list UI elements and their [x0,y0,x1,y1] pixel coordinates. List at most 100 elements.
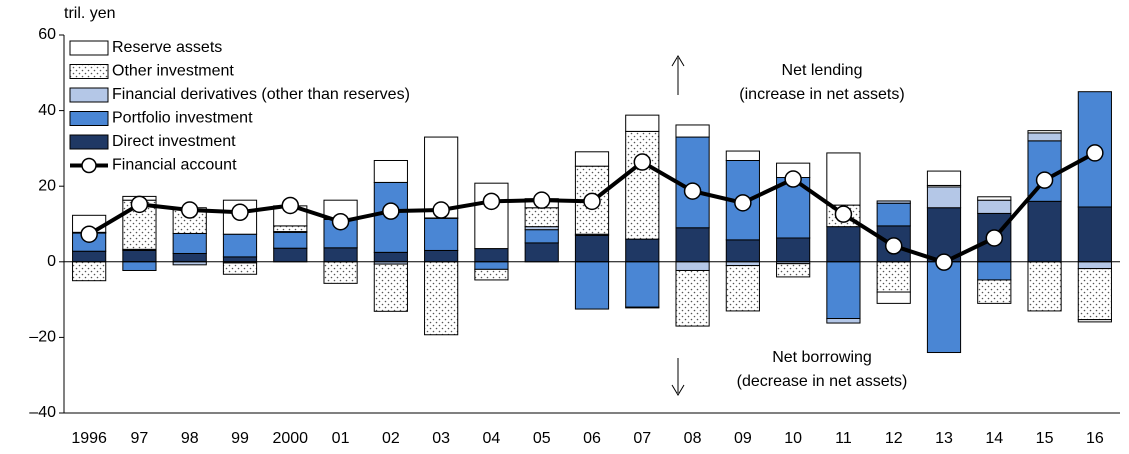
legend-label: Other investment [112,63,234,80]
bar-segment [273,247,308,263]
line-marker [130,195,149,214]
bar-segment [725,261,760,267]
bar-segment [826,261,861,319]
bar-segment [926,170,962,186]
legend-swatch [69,134,109,150]
line-marker [482,192,501,211]
x-tick-label: 04 [483,430,501,447]
line-marker [633,153,652,171]
bar-segment [1077,319,1112,323]
x-tick-label: 09 [734,430,752,447]
y-tick-label: 0 [47,253,56,270]
line-marker [935,253,953,271]
x-tick-label: 13 [935,430,953,447]
bar-segment [273,231,308,249]
line-marker [231,203,249,222]
bar-segment [675,261,710,271]
x-tick-label: 08 [684,430,702,447]
bar-segment [675,124,710,138]
arrow-head [671,55,685,67]
bar-segment [574,151,610,167]
legend-label: Financial derivatives (other than reserv… [112,86,410,103]
line-marker [734,194,752,212]
x-tick-label: 03 [432,430,450,447]
bar-segment [876,202,911,227]
bar-segment [625,306,660,309]
line-marker [784,170,802,188]
x-tick-label: 07 [633,430,651,447]
bar-segment [524,207,559,228]
bar-segment [826,226,861,263]
bar-segment [122,261,157,271]
y-tick-label: 20 [38,177,56,194]
x-tick-label: 06 [583,430,601,447]
bar-segment [725,265,760,312]
bar-segment [72,261,107,282]
line-marker [432,201,450,219]
bar-segment [776,263,811,278]
bar-segment [424,261,459,336]
x-tick-label: 05 [533,430,551,447]
annotation: Net borrowing [772,349,872,366]
bar-segment [926,186,962,209]
line-marker [80,225,98,243]
x-tick-label: 16 [1086,430,1104,447]
bar-segment [876,200,911,204]
bar-segment [273,225,308,233]
legend-marker [81,157,97,174]
bar-segment [876,261,911,293]
x-tick-label: 98 [181,430,199,447]
line-marker [1086,144,1104,162]
x-tick-label: 15 [1036,430,1054,447]
bar-segment [625,238,660,263]
bar-segment [675,269,710,327]
x-tick-label: 14 [985,430,1003,447]
bar-segment [625,261,660,308]
bar-segment [1027,200,1062,263]
y-tick-label: 60 [38,26,56,43]
x-tick-label: 10 [784,430,802,447]
bar-segment [172,252,207,263]
bar-segment [625,130,660,240]
bar-segment [876,291,911,304]
bar-segment [625,114,660,132]
bar-segment [826,152,861,206]
legend-swatch [69,40,109,56]
y-axis-label: tril. yen [64,5,116,22]
bar-segment [574,261,610,310]
arrow-head [671,384,685,396]
bar-segment [222,256,258,263]
bar-segment [373,251,408,263]
bar-segment [474,248,509,263]
x-tick-label: 1996 [71,430,107,447]
bar-segment [725,150,760,161]
annotation: (increase in net assets) [739,86,904,103]
line-marker [532,191,551,209]
line-marker [834,205,853,223]
x-tick-label: 99 [231,430,249,447]
y-tick-label: –40 [29,404,56,421]
line-marker [331,212,350,231]
line-marker [180,201,199,219]
bar-segment [1027,130,1062,134]
bar-segment [574,234,610,263]
bar-segment [977,199,1012,214]
bar-segment [222,233,258,258]
bar-segment [323,261,358,284]
bar-segment [1027,261,1062,312]
legend-label: Portfolio investment [112,110,253,127]
bar-segment [424,217,459,251]
bar-segment [675,227,710,263]
bar-segment [373,263,408,312]
bar-segment [977,279,1012,304]
bar-segment [373,159,408,183]
line-marker [382,202,400,220]
bar-segment [1027,132,1062,142]
bar-segment [474,268,509,281]
bar-segment [725,239,760,263]
line-marker [1035,171,1054,189]
x-tick-label: 12 [885,430,903,447]
y-tick-label: 40 [38,102,56,119]
legend-label: Reserve assets [112,39,222,56]
